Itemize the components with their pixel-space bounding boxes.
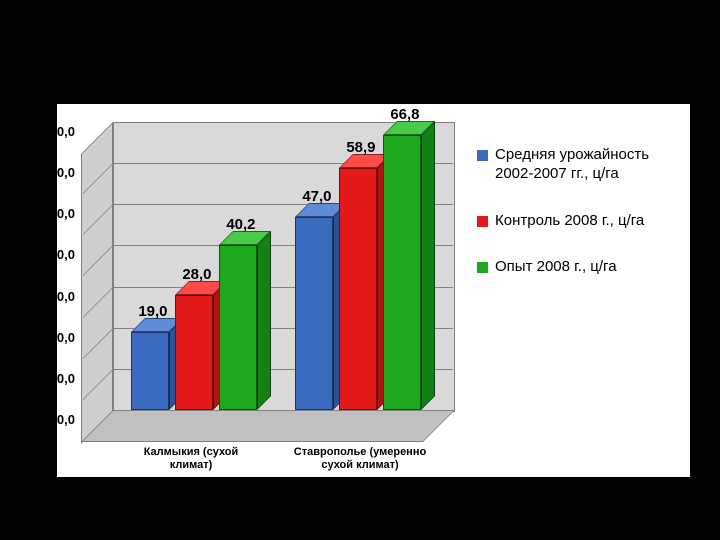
bar-value-label: 28,0: [182, 266, 211, 283]
bar: 66,8: [383, 135, 421, 410]
legend-label: Средняя урожайность 2002-2007 гг., ц/га: [495, 146, 665, 184]
y-tick-label: 20,0: [50, 330, 75, 345]
y-tick-label: 30,0: [50, 289, 75, 304]
x-tick-label: Ставрополье (умеренносухой климат): [285, 446, 435, 472]
y-tick-label: 40,0: [50, 247, 75, 262]
y-tick-label: 60,0: [50, 165, 75, 180]
bar-value-label: 66,8: [390, 106, 419, 123]
legend-item: Средняя урожайность 2002-2007 гг., ц/га: [477, 146, 665, 184]
bar-value-label: 19,0: [138, 303, 167, 320]
y-tick-label: 10,0: [50, 371, 75, 386]
legend-swatch: [477, 262, 488, 273]
bar-value-label: 40,2: [226, 216, 255, 233]
chart-panel: 0,010,020,030,040,050,060,070,019,028,04…: [57, 104, 690, 477]
bar: 58,9: [339, 168, 377, 410]
plot-area: 0,010,020,030,040,050,060,070,019,028,04…: [113, 122, 453, 410]
bar: 28,0: [175, 295, 213, 410]
legend-item: Опыт 2008 г., ц/га: [477, 258, 665, 277]
bar: 47,0: [295, 217, 333, 410]
y-tick-label: 0,0: [57, 412, 75, 427]
legend-label: Контроль 2008 г., ц/га: [495, 212, 644, 231]
bar-value-label: 47,0: [302, 188, 331, 205]
legend-swatch: [477, 150, 488, 161]
legend-label: Опыт 2008 г., ц/га: [495, 258, 617, 277]
bar: 40,2: [219, 245, 257, 410]
bar-value-label: 58,9: [346, 139, 375, 156]
legend: Средняя урожайность 2002-2007 гг., ц/га К…: [477, 146, 665, 305]
y-tick-label: 50,0: [50, 206, 75, 221]
floor: [81, 410, 455, 442]
y-tick-label: 70,0: [50, 124, 75, 139]
legend-swatch: [477, 216, 488, 227]
legend-item: Контроль 2008 г., ц/га: [477, 212, 665, 231]
bar: 19,0: [131, 332, 169, 410]
x-tick-label: Калмыкия (сухойклимат): [121, 446, 261, 472]
